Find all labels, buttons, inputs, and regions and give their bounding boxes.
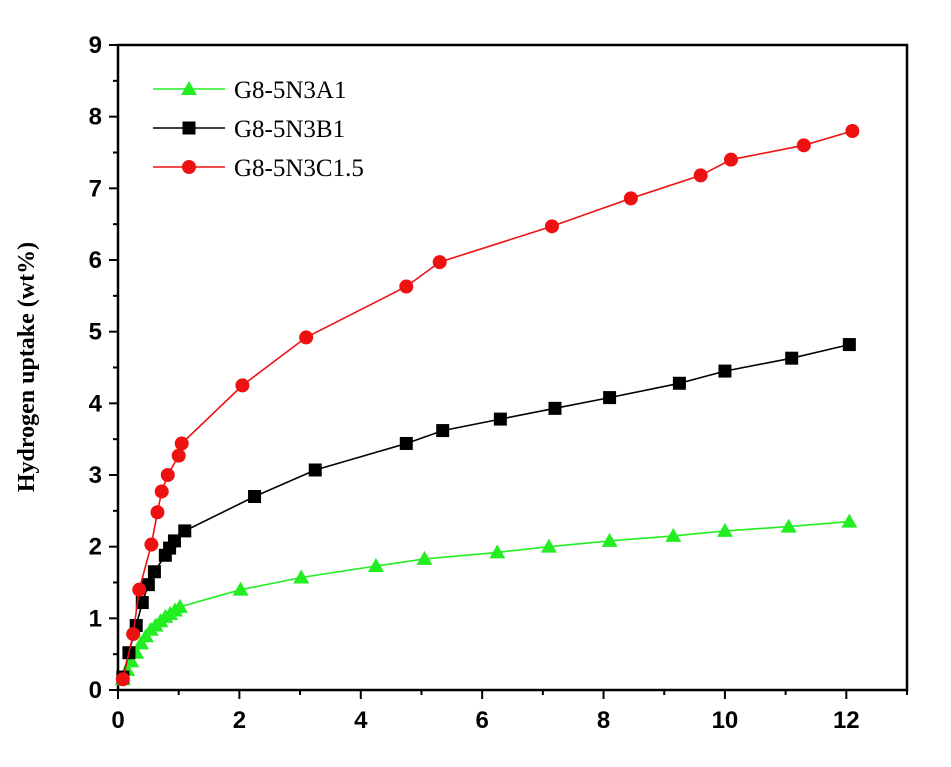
x-axis-ticks: 0 2 4 6 8 10 12 [111,690,908,734]
y-axis-ticks: 0 1 2 3 4 5 6 7 8 9 [89,32,118,704]
series-line [122,130,853,680]
data-point-circle [126,627,141,642]
data-point-square [436,424,450,438]
data-point-circle [132,582,147,597]
x-tick-label: 4 [354,707,368,734]
legend-label-3: G8-5N3C1.5 [234,155,364,182]
y-tick-label: 2 [89,534,102,561]
series-line [122,520,850,680]
data-point-circle [432,255,447,270]
data-point-circle [115,672,130,687]
data-point-triangle [716,522,733,537]
series-3 [115,124,860,687]
y-tick-label: 3 [89,462,102,489]
data-point-triangle [367,558,384,573]
legend-marker-circle [182,160,196,174]
legend-entry-2: G8-5N3B1 [153,116,345,143]
data-point-square [167,534,181,548]
data-point-circle [399,279,414,294]
data-point-circle [544,219,559,234]
data-point-triangle [841,513,858,528]
data-point-circle [171,448,186,463]
y-tick-label: 4 [89,390,103,417]
data-point-circle [623,191,638,206]
data-point-triangle [780,518,797,533]
legend-marker-square [182,121,196,135]
series-1 [114,513,858,686]
data-point-triangle [232,581,249,596]
y-tick-label: 9 [89,32,102,59]
data-point-square [182,121,196,135]
y-tick-label: 0 [89,677,102,704]
series-layer [114,124,860,687]
data-point-square [135,596,149,610]
series-2 [116,338,856,684]
data-point-circle [174,436,189,451]
y-tick-label: 8 [89,104,102,131]
data-point-circle [693,168,708,183]
legend-marker-triangle [181,81,197,95]
y-tick-label: 1 [89,605,102,632]
data-point-triangle [181,81,197,95]
x-tick-label: 6 [475,707,488,734]
data-point-square [718,364,732,378]
data-point-square [603,391,617,405]
data-point-square [248,490,262,503]
data-point-circle [154,484,169,499]
data-point-square [493,412,507,426]
y-axis-title: Hydrogen uptake (wt%) [14,242,40,492]
data-point-triangle [665,527,682,542]
data-point-circle [723,152,738,167]
data-point-square [178,524,192,538]
data-point-triangle [540,538,557,553]
data-point-square [672,376,686,390]
x-tick-label: 8 [597,707,610,734]
data-point-circle [150,505,165,520]
legend-label-1: G8-5N3A1 [234,77,347,104]
legend-label-2: G8-5N3B1 [234,116,345,143]
x-tick-label: 2 [233,707,246,734]
data-point-circle [299,330,314,345]
y-tick-label: 6 [89,247,102,274]
data-point-circle [845,124,860,138]
data-point-circle [160,468,175,482]
data-point-triangle [601,532,618,547]
data-point-square [842,338,856,352]
data-point-circle [235,378,250,393]
data-point-circle [796,138,811,153]
data-point-square [399,436,413,450]
data-point-triangle [293,569,310,584]
data-point-square [548,401,562,415]
x-tick-label: 12 [833,707,860,734]
data-point-triangle [489,544,506,559]
data-point-square [147,565,161,579]
data-point-triangle [133,635,150,650]
y-tick-label: 5 [89,319,102,346]
data-point-circle [182,160,196,174]
legend-entry-3: G8-5N3C1.5 [153,155,364,182]
data-point-square [785,351,799,365]
y-tick-label: 7 [89,175,102,202]
data-point-triangle [416,550,433,565]
data-point-triangle [171,598,188,613]
x-tick-label: 10 [712,707,739,734]
legend: G8-5N3A1 G8-5N3B1 G8-5N3C1.5 [153,77,364,182]
data-point-square [308,463,322,477]
data-point-triangle [123,653,140,668]
x-tick-label: 0 [111,707,124,734]
data-point-circle [144,537,159,552]
legend-entry-1: G8-5N3A1 [153,77,347,104]
